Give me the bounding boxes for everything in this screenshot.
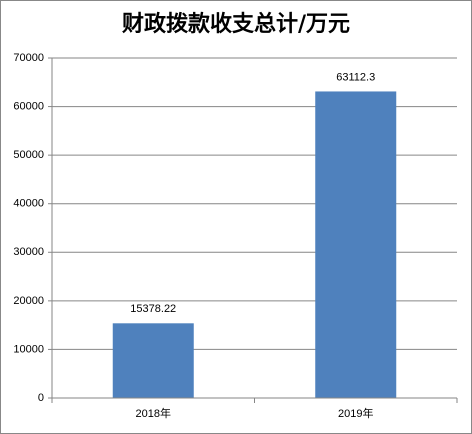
data-label: 15378.22 bbox=[130, 303, 176, 315]
y-tick-label: 70000 bbox=[13, 52, 44, 64]
y-tick-label: 0 bbox=[38, 392, 44, 404]
chart-title: 财政拨款收支总计/万元 bbox=[122, 11, 350, 37]
y-tick-label: 30000 bbox=[13, 246, 44, 258]
y-tick-label: 20000 bbox=[13, 295, 44, 307]
y-tick-label: 40000 bbox=[13, 198, 44, 210]
x-tick-label: 2019年 bbox=[338, 406, 373, 420]
y-tick-label: 50000 bbox=[13, 149, 44, 161]
x-tick-label: 2018年 bbox=[136, 406, 171, 420]
bar bbox=[112, 323, 194, 398]
y-tick-label: 60000 bbox=[13, 100, 44, 112]
bar bbox=[315, 91, 397, 399]
y-tick-label: 10000 bbox=[13, 343, 44, 355]
data-label: 63112.3 bbox=[336, 71, 375, 83]
